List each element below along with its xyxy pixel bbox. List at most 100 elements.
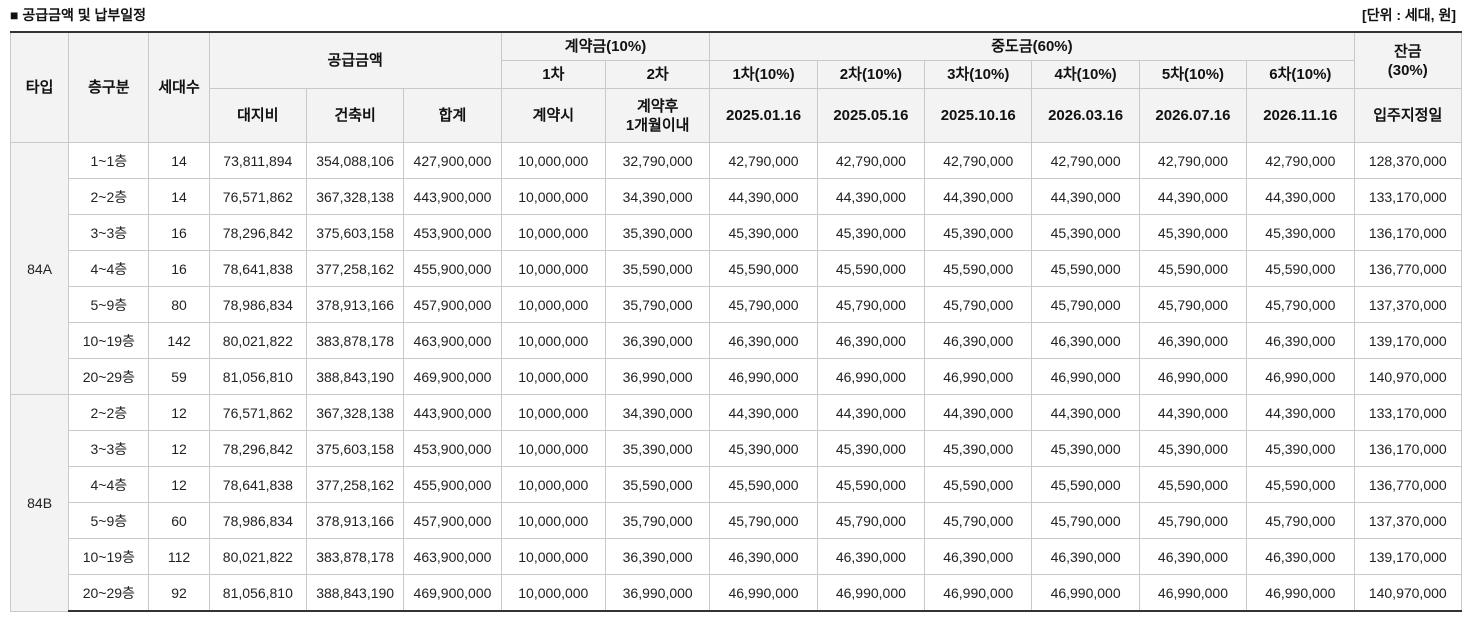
building-cost-cell: 383,878,178 [305, 322, 405, 359]
interim-2-cell: 45,590,000 [816, 250, 926, 287]
deposit-1-cell: 10,000,000 [500, 538, 606, 575]
total-cell: 455,900,000 [403, 466, 502, 503]
header-interim-round-3: 3차(10%) [924, 60, 1033, 89]
interim-2-cell: 46,990,000 [816, 574, 926, 612]
header-interim-round-1: 1차(10%) [709, 60, 818, 89]
building-cost-cell: 367,328,138 [305, 394, 405, 431]
interim-3-cell: 44,390,000 [924, 394, 1033, 431]
balance-cell: 133,170,000 [1353, 394, 1463, 431]
floor-cell: 4~4층 [68, 466, 150, 503]
interim-5-cell: 46,390,000 [1138, 322, 1248, 359]
deposit-2-cell: 35,390,000 [604, 214, 711, 251]
interim-4-cell: 44,390,000 [1031, 178, 1140, 215]
building-cost-cell: 388,843,190 [305, 358, 405, 395]
land-cost-cell: 73,811,894 [208, 142, 307, 179]
interim-1-cell: 44,390,000 [709, 178, 818, 215]
table-title: ■ 공급금액 및 납부일정 [10, 7, 147, 23]
interim-6-cell: 44,390,000 [1246, 178, 1355, 215]
table-row: 10~19층 142 80,021,822 383,878,178 463,900,00… [11, 322, 1463, 359]
floor-cell: 3~3층 [68, 214, 150, 251]
building-cost-cell: 367,328,138 [305, 178, 405, 215]
interim-4-cell: 42,790,000 [1031, 142, 1140, 179]
interim-2-cell: 44,390,000 [816, 394, 926, 431]
interim-3-cell: 45,790,000 [924, 286, 1033, 323]
floor-cell: 20~29층 [68, 358, 150, 395]
interim-1-cell: 46,990,000 [709, 574, 818, 612]
table-row: 3~3층 16 78,296,842 375,603,158 453,900,000 10… [11, 214, 1463, 251]
land-cost-cell: 78,986,834 [208, 502, 307, 539]
interim-4-cell: 46,990,000 [1031, 574, 1140, 612]
households-cell: 142 [148, 322, 210, 359]
interim-3-cell: 45,590,000 [924, 466, 1033, 503]
balance-cell: 136,770,000 [1353, 250, 1463, 287]
deposit-2-cell: 34,390,000 [604, 394, 711, 431]
interim-5-cell: 45,590,000 [1138, 250, 1248, 287]
table-row: 20~29층 92 81,056,810 388,843,190 469,900,000… [11, 574, 1463, 612]
floor-cell: 3~3층 [68, 430, 150, 467]
floor-cell: 4~4층 [68, 250, 150, 287]
interim-3-cell: 45,590,000 [924, 250, 1033, 287]
households-cell: 92 [148, 574, 210, 612]
interim-4-cell: 44,390,000 [1031, 394, 1140, 431]
deposit-1-cell: 10,000,000 [500, 358, 606, 395]
floor-cell: 2~2층 [68, 178, 150, 215]
total-cell: 463,900,000 [403, 538, 502, 575]
balance-cell: 137,370,000 [1353, 286, 1463, 323]
deposit-1-cell: 10,000,000 [500, 286, 606, 323]
header-deposit-1: 1차 [500, 60, 606, 89]
type-cell: 84B [9, 394, 70, 612]
table-row: 5~9층 60 78,986,834 378,913,166 457,900,000 10… [11, 502, 1463, 539]
interim-4-cell: 46,990,000 [1031, 358, 1140, 395]
households-cell: 14 [148, 142, 210, 179]
households-cell: 16 [148, 214, 210, 251]
interim-6-cell: 44,390,000 [1246, 394, 1355, 431]
table-row: 20~29층 59 81,056,810 388,843,190 469,900,000… [11, 358, 1463, 395]
interim-1-cell: 45,790,000 [709, 502, 818, 539]
balance-cell: 128,370,000 [1353, 142, 1463, 179]
interim-1-cell: 45,590,000 [709, 250, 818, 287]
balance-cell: 136,770,000 [1353, 466, 1463, 503]
interim-3-cell: 44,390,000 [924, 178, 1033, 215]
interim-2-cell: 45,790,000 [816, 502, 926, 539]
building-cost-cell: 377,258,162 [305, 250, 405, 287]
balance-cell: 140,970,000 [1353, 574, 1463, 612]
interim-5-cell: 45,790,000 [1138, 502, 1248, 539]
floor-cell: 5~9층 [68, 502, 150, 539]
building-cost-cell: 377,258,162 [305, 466, 405, 503]
deposit-2-cell: 36,990,000 [604, 358, 711, 395]
deposit-2-cell: 34,390,000 [604, 178, 711, 215]
table-row: 10~19층 112 80,021,822 383,878,178 463,900,00… [11, 538, 1463, 575]
total-cell: 443,900,000 [403, 394, 502, 431]
interim-2-cell: 44,390,000 [816, 178, 926, 215]
interim-1-cell: 45,390,000 [709, 214, 818, 251]
table-header: 타입 층구분 세대수 공급금액 계약금(10%) 중도금(60%) 잔금 (30… [9, 31, 1463, 143]
interim-6-cell: 45,390,000 [1246, 214, 1355, 251]
table-body: 84A 1~1층 14 73,811,894 354,088,106 427,900,00… [9, 142, 1463, 612]
interim-5-cell: 44,390,000 [1138, 394, 1248, 431]
interim-5-cell: 45,790,000 [1138, 286, 1248, 323]
header-interim-date-4: 2026.03.16 [1031, 88, 1140, 143]
interim-4-cell: 45,590,000 [1031, 466, 1140, 503]
interim-3-cell: 46,390,000 [924, 322, 1033, 359]
balance-cell: 136,170,000 [1353, 430, 1463, 467]
interim-5-cell: 44,390,000 [1138, 178, 1248, 215]
deposit-1-cell: 10,000,000 [500, 430, 606, 467]
header-balance: 잔금 (30%) [1353, 31, 1463, 89]
header-type: 타입 [9, 31, 70, 143]
interim-3-cell: 45,390,000 [924, 430, 1033, 467]
interim-1-cell: 45,390,000 [709, 430, 818, 467]
balance-cell: 139,170,000 [1353, 538, 1463, 575]
deposit-2-cell: 35,390,000 [604, 430, 711, 467]
building-cost-cell: 375,603,158 [305, 430, 405, 467]
land-cost-cell: 78,296,842 [208, 430, 307, 467]
table-row: 84B 2~2층 12 76,571,862 367,328,138 443,900,00… [9, 394, 1463, 612]
interim-3-cell: 42,790,000 [924, 142, 1033, 179]
interim-6-cell: 46,390,000 [1246, 322, 1355, 359]
households-cell: 12 [148, 466, 210, 503]
households-cell: 80 [148, 286, 210, 323]
interim-1-cell: 44,390,000 [709, 394, 818, 431]
total-cell: 455,900,000 [403, 250, 502, 287]
header-interim-date-6: 2026.11.16 [1246, 88, 1355, 143]
interim-2-cell: 45,790,000 [816, 286, 926, 323]
interim-3-cell: 45,390,000 [924, 214, 1033, 251]
